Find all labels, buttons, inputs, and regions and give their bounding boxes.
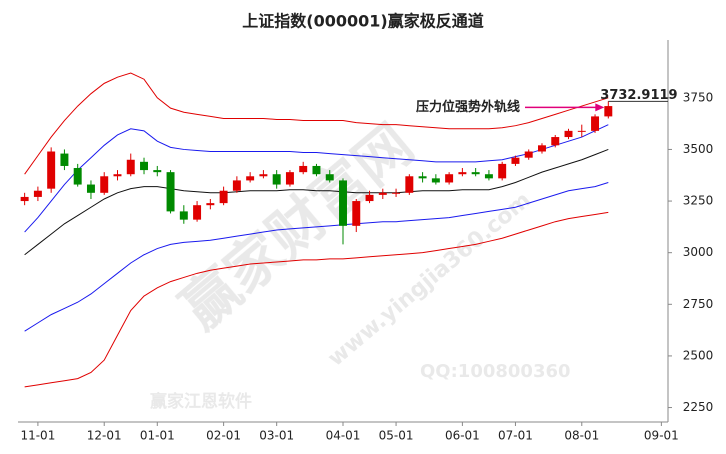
x-tick-label: 06-01: [445, 429, 480, 443]
candle-body: [126, 159, 135, 175]
watermark: QQ:100800360: [420, 361, 571, 382]
x-tick-label: 09-01: [644, 429, 679, 443]
candle-body: [299, 165, 308, 173]
candle-body: [153, 170, 162, 173]
candle-body: [445, 174, 454, 183]
candle-body: [325, 174, 334, 181]
candle-body: [418, 176, 427, 179]
candle-body: [484, 174, 493, 179]
candle-body: [312, 165, 321, 175]
y-tick-label: 3500: [683, 142, 714, 156]
candle-body: [511, 157, 520, 164]
candle-body: [246, 176, 255, 181]
x-tick-label: 11-01: [20, 429, 55, 443]
candle-body: [458, 172, 467, 175]
watermarks: 赢家财富网 赢家江恩软件 QQ:100800360 www.yingjia360…: [150, 113, 571, 412]
chart-title: 上证指数(000001)赢家极反通道: [242, 12, 483, 31]
x-tick-label: 12-01: [87, 429, 122, 443]
y-tick-label: 3750: [683, 90, 714, 104]
candle-body: [551, 137, 560, 146]
channel-line: [24, 72, 609, 175]
channel-line: [24, 211, 609, 388]
candle-body: [166, 172, 175, 212]
candle-body: [20, 196, 29, 202]
y-tick-label: 2750: [683, 297, 714, 311]
arrow-head: [595, 103, 605, 112]
candle-body: [73, 168, 82, 185]
candle-body: [47, 151, 56, 189]
candle-body: [604, 106, 613, 117]
candle-body: [471, 172, 480, 175]
y-tick-label: 2500: [683, 348, 714, 362]
candle-body: [339, 180, 347, 226]
candle-body: [179, 211, 188, 220]
candle-body: [378, 192, 387, 195]
channel-line: [24, 124, 609, 233]
candle-body: [259, 174, 268, 177]
candle-body: [60, 153, 69, 166]
candle-body: [33, 190, 42, 197]
candle-body: [365, 194, 374, 202]
x-tick-label: 02-01: [206, 429, 241, 443]
candle-body: [431, 178, 440, 183]
candle-body: [352, 201, 361, 226]
candle-body: [206, 203, 215, 206]
candle-body: [577, 130, 586, 132]
candle-body: [140, 161, 148, 171]
candle-body: [219, 190, 228, 204]
candle-body: [405, 176, 414, 193]
x-tick-label: 01-01: [140, 429, 175, 443]
candle-body: [86, 184, 95, 193]
watermark: 赢家江恩软件: [150, 391, 252, 412]
x-tick-label: 05-01: [379, 429, 414, 443]
y-tick-label: 3000: [683, 245, 714, 259]
channel-line: [24, 148, 609, 256]
candle-body: [591, 116, 600, 131]
candle-body: [100, 176, 109, 193]
candle-body: [524, 151, 533, 158]
candle-body: [193, 205, 202, 220]
annotation-text: 压力位强势外轨线: [416, 99, 520, 115]
y-tick-label: 2250: [683, 400, 714, 414]
candle-body: [232, 180, 241, 191]
candle-body: [498, 163, 507, 179]
x-tick-label: 07-01: [498, 429, 533, 443]
candle-body: [564, 130, 573, 138]
candle-body: [392, 192, 401, 194]
annotation-value: 3732.9119: [600, 88, 677, 103]
x-tick-label: 03-01: [259, 429, 294, 443]
x-tick-label: 04-01: [326, 429, 361, 443]
candle-body: [113, 174, 122, 177]
channel-line: [24, 181, 609, 332]
y-tick-label: 3250: [683, 194, 714, 208]
candle-body: [538, 145, 546, 152]
x-tick-label: 08-01: [564, 429, 599, 443]
candle-body: [272, 174, 281, 185]
candle-body: [285, 172, 294, 185]
